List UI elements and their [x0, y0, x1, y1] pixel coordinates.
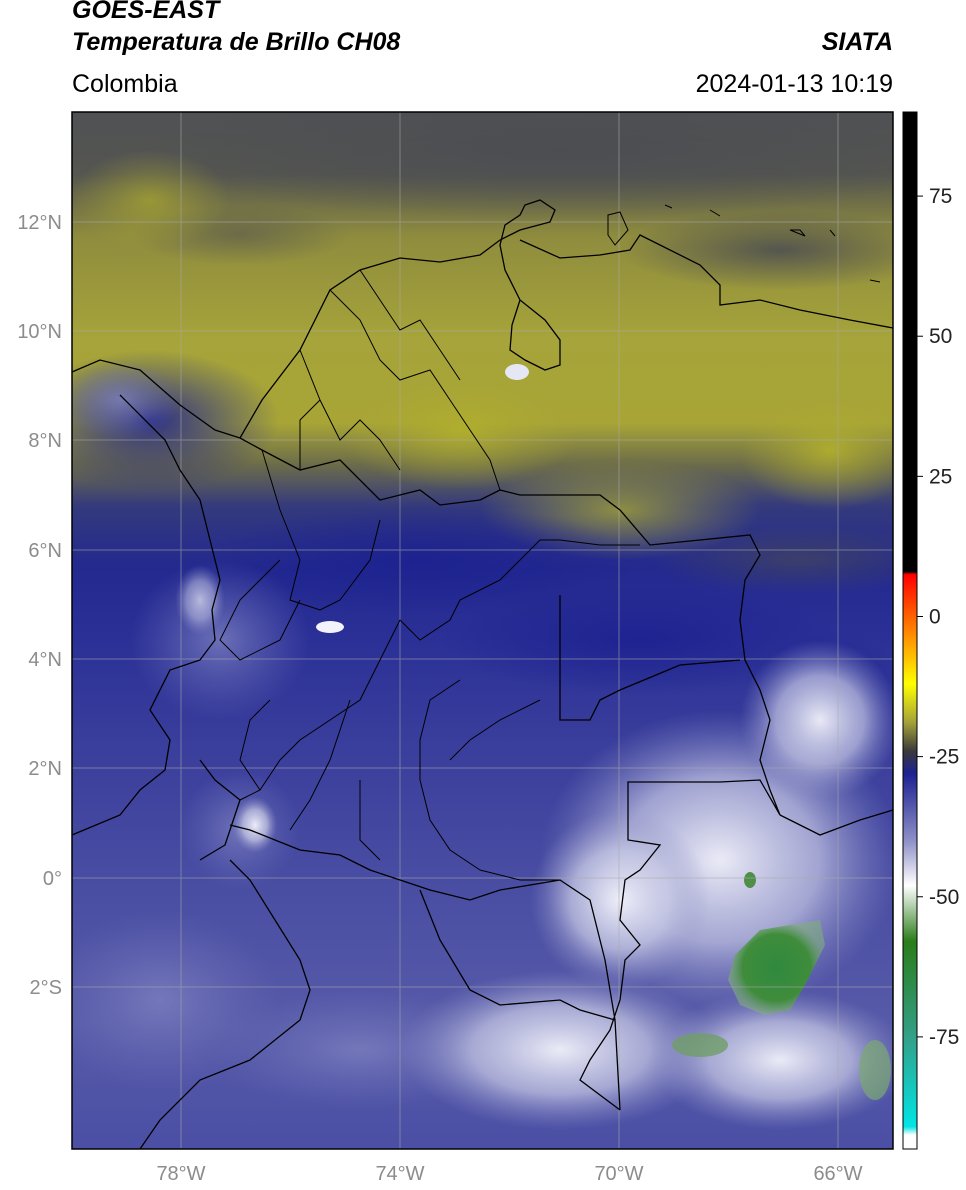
lon-label: 78°W: [156, 1163, 205, 1185]
colorbar-bar: [902, 111, 918, 1150]
borders: [72, 199, 893, 1149]
border-peru: [419, 889, 616, 1021]
region-label: Colombia: [72, 70, 178, 98]
lat-label: 2°N: [28, 758, 62, 780]
colorbar-tick-label: -50: [929, 886, 959, 909]
coastline-ecuador: [139, 759, 311, 1149]
lat-label: 10°N: [17, 321, 62, 343]
lon-label: 66°W: [813, 1163, 862, 1185]
islands: [607, 204, 881, 283]
lon-label: 74°W: [375, 1163, 424, 1185]
lat-label: 8°N: [28, 430, 62, 452]
colorbar-tick-label: -25: [929, 746, 959, 769]
border-venezuela-brazil: [559, 595, 741, 721]
coastline-caribbean: [72, 199, 561, 439]
datetime-label: 2024-01-13 10:19: [695, 70, 893, 98]
colorbar-tick-label: 25: [929, 465, 952, 488]
colorbar-ticks: 75 50 25 0 -25 -50 -75: [917, 185, 959, 1049]
lat-label: 4°N: [28, 649, 62, 671]
brightness-temperature-field: [72, 112, 893, 1149]
border-brazil-south: [779, 809, 893, 836]
map-frame: [71, 111, 894, 1150]
colorbar-tick-label: 75: [929, 185, 952, 208]
colorbar-tick-label: 0: [929, 605, 941, 628]
product-title: Temperatura de Brillo CH08: [72, 28, 401, 56]
lat-label: 2°S: [30, 977, 62, 999]
graticule: [72, 112, 893, 1149]
colorbar: 75 50 25 0 -25 -50 -75: [902, 111, 959, 1150]
lon-label: 70°W: [594, 1163, 643, 1185]
longitude-labels: 78°W 74°W 70°W 66°W: [156, 1163, 862, 1185]
coastline-pacific: [72, 394, 221, 836]
colorbar-tick-label: -75: [929, 1026, 959, 1049]
source-label: SIATA: [821, 28, 893, 56]
colorbar-tick-label: 50: [929, 325, 952, 348]
border-colombia: [229, 437, 781, 1111]
lat-label: 12°N: [17, 212, 62, 234]
satellite-title: GOES-EAST: [72, 0, 220, 24]
lat-label: 0°: [43, 868, 62, 890]
coastline-venezuela: [519, 234, 893, 329]
latitude-labels: 12°N 10°N 8°N 6°N 4°N 2°N 0° 2°S: [17, 212, 62, 999]
internal-divisions: [219, 269, 640, 881]
lat-label: 6°N: [28, 540, 62, 562]
